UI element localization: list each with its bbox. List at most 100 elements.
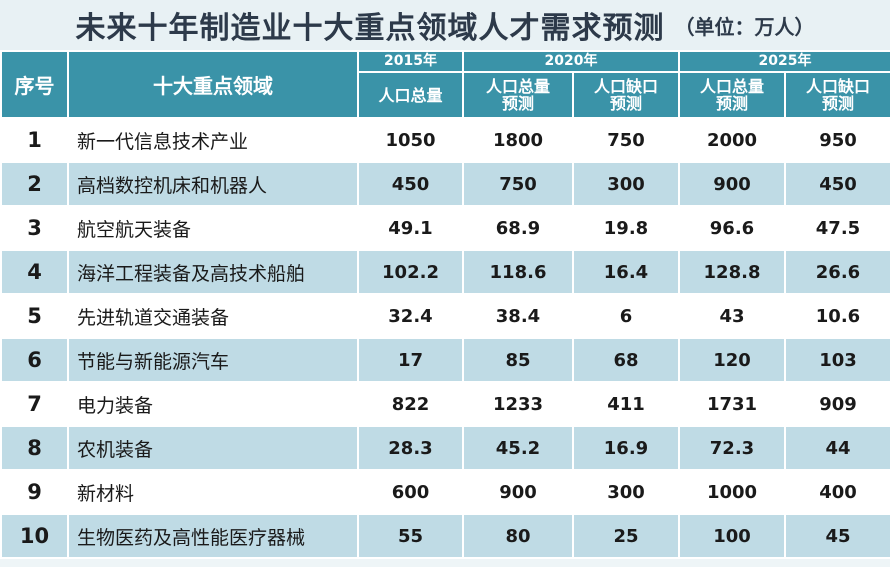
cell-field: 生物医药及高性能医疗器械	[67, 513, 359, 559]
cell-total-2015: 1050	[357, 117, 464, 163]
cell-field: 先进轨道交通装备	[67, 293, 359, 339]
header-total-2015-label: 人口总量	[378, 85, 443, 105]
header-total-2020-line1: 人口总量	[485, 77, 550, 96]
header-field: 十大重点领域	[67, 50, 359, 119]
header-gap-2020-line1: 人口缺口	[593, 77, 658, 96]
table-row: 3 航空航天装备 49.1 68.9 19.8 96.6 47.5	[0, 205, 890, 251]
table-row: 2 高档数控机床和机器人 450 750 300 900 450	[0, 161, 890, 207]
cell-gap-2025: 400	[784, 469, 890, 515]
header-gap-2025: 人口缺口 预测	[784, 71, 890, 119]
cell-index: 4	[0, 249, 69, 295]
cell-field: 电力装备	[67, 381, 359, 427]
cell-field: 节能与新能源汽车	[67, 337, 359, 383]
cell-index: 6	[0, 337, 69, 383]
cell-total-2020: 80	[462, 513, 574, 559]
cell-index: 2	[0, 161, 69, 207]
header-gap-2025-line1: 人口缺口	[805, 77, 870, 96]
table-header: 序号 十大重点领域 2015年 2020年 2025年 人口总量 人口总量 预测…	[0, 50, 890, 119]
header-total-2020: 人口总量 预测	[462, 71, 574, 119]
cell-gap-2025: 10.6	[784, 293, 890, 339]
cell-field: 高档数控机床和机器人	[67, 161, 359, 207]
title-bar: 未来十年制造业十大重点领域人才需求预测 （单位：万人）	[0, 0, 890, 50]
cell-total-2025: 1731	[678, 381, 786, 427]
cell-gap-2020: 16.9	[572, 425, 680, 471]
cell-index: 8	[0, 425, 69, 471]
table-row: 1 新一代信息技术产业 1050 1800 750 2000 950	[0, 117, 890, 163]
header-year-2015: 2015年	[357, 50, 464, 73]
cell-total-2015: 55	[357, 513, 464, 559]
cell-field: 航空航天装备	[67, 205, 359, 251]
cell-field: 海洋工程装备及高技术船舶	[67, 249, 359, 295]
cell-field: 新一代信息技术产业	[67, 117, 359, 163]
cell-gap-2020: 19.8	[572, 205, 680, 251]
header-year-2020: 2020年	[462, 50, 680, 73]
cell-index: 1	[0, 117, 69, 163]
cell-total-2020: 1800	[462, 117, 574, 163]
cell-gap-2025: 45	[784, 513, 890, 559]
cell-total-2025: 2000	[678, 117, 786, 163]
table-body: 1 新一代信息技术产业 1050 1800 750 2000 950 2 高档数…	[0, 117, 890, 559]
table-row: 4 海洋工程装备及高技术船舶 102.2 118.6 16.4 128.8 26…	[0, 249, 890, 295]
cell-gap-2020: 6	[572, 293, 680, 339]
cell-gap-2020: 750	[572, 117, 680, 163]
cell-gap-2025: 450	[784, 161, 890, 207]
cell-total-2025: 72.3	[678, 425, 786, 471]
cell-total-2025: 100	[678, 513, 786, 559]
cell-index: 10	[0, 513, 69, 559]
cell-gap-2020: 68	[572, 337, 680, 383]
header-total-2025-line1: 人口总量	[699, 77, 764, 96]
header-gap-2025-line2: 预测	[821, 94, 854, 113]
cell-total-2020: 68.9	[462, 205, 574, 251]
cell-total-2015: 600	[357, 469, 464, 515]
cell-total-2020: 85	[462, 337, 574, 383]
table-row: 7 电力装备 822 1233 411 1731 909	[0, 381, 890, 427]
cell-index: 5	[0, 293, 69, 339]
table-row: 9 新材料 600 900 300 1000 400	[0, 469, 890, 515]
header-gap-2020-line2: 预测	[609, 94, 642, 113]
cell-total-2015: 32.4	[357, 293, 464, 339]
cell-gap-2020: 25	[572, 513, 680, 559]
cell-total-2020: 45.2	[462, 425, 574, 471]
cell-total-2015: 28.3	[357, 425, 464, 471]
cell-index: 7	[0, 381, 69, 427]
cell-gap-2020: 16.4	[572, 249, 680, 295]
cell-total-2015: 102.2	[357, 249, 464, 295]
cell-total-2015: 49.1	[357, 205, 464, 251]
header-total-2020-line2: 预测	[501, 94, 534, 113]
header-year-2025: 2025年	[678, 50, 890, 73]
cell-gap-2020: 411	[572, 381, 680, 427]
cell-total-2015: 822	[357, 381, 464, 427]
cell-gap-2025: 26.6	[784, 249, 890, 295]
cell-total-2025: 96.6	[678, 205, 786, 251]
cell-total-2020: 750	[462, 161, 574, 207]
cell-gap-2025: 47.5	[784, 205, 890, 251]
header-gap-2020: 人口缺口 预测	[572, 71, 680, 119]
table-row: 6 节能与新能源汽车 17 85 68 120 103	[0, 337, 890, 383]
cell-total-2020: 118.6	[462, 249, 574, 295]
cell-gap-2025: 44	[784, 425, 890, 471]
forecast-table: 序号 十大重点领域 2015年 2020年 2025年 人口总量 人口总量 预测…	[0, 50, 890, 559]
cell-gap-2025: 103	[784, 337, 890, 383]
table-row: 8 农机装备 28.3 45.2 16.9 72.3 44	[0, 425, 890, 471]
cell-total-2020: 1233	[462, 381, 574, 427]
cell-total-2025: 1000	[678, 469, 786, 515]
cell-field: 新材料	[67, 469, 359, 515]
page-title: 未来十年制造业十大重点领域人才需求预测	[75, 11, 665, 46]
cell-gap-2025: 909	[784, 381, 890, 427]
table-row: 5 先进轨道交通装备 32.4 38.4 6 43 10.6	[0, 293, 890, 339]
cell-index: 3	[0, 205, 69, 251]
cell-total-2025: 43	[678, 293, 786, 339]
cell-total-2025: 900	[678, 161, 786, 207]
unit-label: （单位：万人）	[674, 14, 815, 39]
cell-total-2015: 17	[357, 337, 464, 383]
cell-gap-2020: 300	[572, 469, 680, 515]
table-row: 10 生物医药及高性能医疗器械 55 80 25 100 45	[0, 513, 890, 559]
header-index: 序号	[0, 50, 69, 119]
cell-gap-2025: 950	[784, 117, 890, 163]
header-total-2025: 人口总量 预测	[678, 71, 786, 119]
header-total-2025-line2: 预测	[715, 94, 748, 113]
cell-total-2025: 120	[678, 337, 786, 383]
cell-total-2025: 128.8	[678, 249, 786, 295]
cell-index: 9	[0, 469, 69, 515]
